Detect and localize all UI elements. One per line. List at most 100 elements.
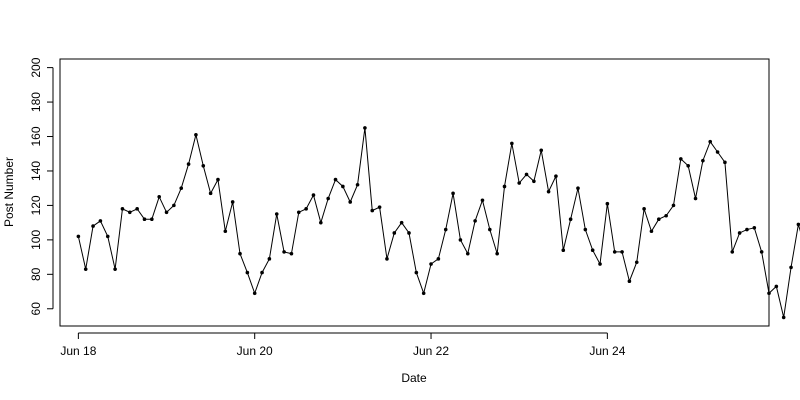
data-point xyxy=(98,219,103,223)
y-tick-label: 60 xyxy=(29,302,43,316)
data-point xyxy=(429,262,433,266)
data-point xyxy=(230,200,235,204)
data-point xyxy=(488,227,492,232)
data-point xyxy=(135,207,139,211)
data-point xyxy=(480,198,485,203)
data-point xyxy=(737,231,742,235)
y-tick-label: 200 xyxy=(29,57,43,77)
data-point xyxy=(583,227,588,232)
data-point xyxy=(664,213,668,218)
data-point xyxy=(120,207,125,211)
y-tick-label: 100 xyxy=(29,230,43,250)
data-point xyxy=(598,262,602,266)
data-point xyxy=(91,224,95,228)
data-point xyxy=(473,219,477,223)
data-point xyxy=(774,284,779,289)
data-point xyxy=(348,200,353,204)
data-point xyxy=(216,177,220,182)
data-point xyxy=(355,182,360,187)
data-point xyxy=(524,172,529,177)
y-tick-label: 140 xyxy=(29,161,43,181)
data-point xyxy=(576,186,580,190)
data-point xyxy=(407,231,411,235)
data-point xyxy=(443,227,448,232)
data-points xyxy=(76,126,800,320)
data-point xyxy=(568,217,573,221)
data-point xyxy=(627,279,632,284)
data-point xyxy=(370,208,375,213)
data-point xyxy=(451,191,455,196)
data-point xyxy=(708,139,713,144)
data-point xyxy=(186,162,191,166)
data-point xyxy=(194,132,198,137)
data-point xyxy=(311,193,316,197)
y-tick-label: 180 xyxy=(29,92,43,112)
data-point xyxy=(341,184,345,189)
data-point xyxy=(517,181,521,185)
data-point xyxy=(759,250,764,254)
data-point xyxy=(326,196,330,201)
data-point xyxy=(745,227,749,232)
data-point xyxy=(172,203,176,208)
data-point xyxy=(201,164,206,168)
y-axis: 60 80 100 120 140 160 180 200 xyxy=(29,57,54,316)
data-point xyxy=(539,148,544,153)
data-point xyxy=(458,238,463,242)
data-point xyxy=(495,251,499,256)
x-tick-label: Jun 20 xyxy=(237,344,273,358)
data-point xyxy=(252,291,257,296)
data-point xyxy=(679,157,683,161)
data-point xyxy=(260,270,264,275)
data-point xyxy=(333,177,338,182)
data-point xyxy=(76,234,81,239)
data-point xyxy=(649,229,654,234)
x-axis: Jun 18 Jun 20 Jun 22 Jun 24 xyxy=(60,332,626,358)
y-tick-label: 80 xyxy=(29,267,43,281)
data-point xyxy=(208,191,213,196)
data-point xyxy=(642,207,646,211)
data-point xyxy=(502,184,507,189)
data-point xyxy=(781,315,786,320)
data-point xyxy=(510,141,514,146)
data-point xyxy=(274,212,279,216)
data-point xyxy=(421,291,426,296)
data-point xyxy=(83,267,88,271)
data-point xyxy=(113,267,117,271)
data-point xyxy=(612,250,617,254)
data-point xyxy=(656,217,661,221)
data-point xyxy=(554,174,558,178)
data-point xyxy=(157,195,161,199)
data-point xyxy=(436,257,441,261)
data-point xyxy=(701,158,705,163)
x-tick-label: Jun 18 xyxy=(60,344,96,358)
data-point xyxy=(693,196,698,201)
data-point xyxy=(723,160,727,165)
x-tick-label: Jun 24 xyxy=(589,344,625,358)
data-point xyxy=(465,251,470,256)
data-point xyxy=(546,189,551,194)
data-point xyxy=(671,203,676,208)
data-point xyxy=(634,260,639,265)
data-point xyxy=(385,257,389,261)
y-tick-label: 120 xyxy=(29,195,43,215)
data-point xyxy=(289,251,294,256)
data-point xyxy=(128,210,132,215)
data-point xyxy=(267,257,272,261)
data-point xyxy=(238,251,242,256)
series-line xyxy=(77,127,800,318)
data-point xyxy=(620,250,624,254)
data-point xyxy=(590,248,595,253)
data-point xyxy=(796,222,800,227)
x-axis-title: Date xyxy=(401,371,427,385)
data-point xyxy=(789,265,793,270)
data-point xyxy=(164,210,169,215)
data-point xyxy=(105,234,110,239)
data-point xyxy=(142,217,147,221)
data-point xyxy=(150,217,154,221)
data-point xyxy=(392,231,397,235)
data-point xyxy=(377,205,382,209)
data-point xyxy=(245,270,250,275)
data-point xyxy=(532,179,536,184)
data-point xyxy=(179,186,184,190)
